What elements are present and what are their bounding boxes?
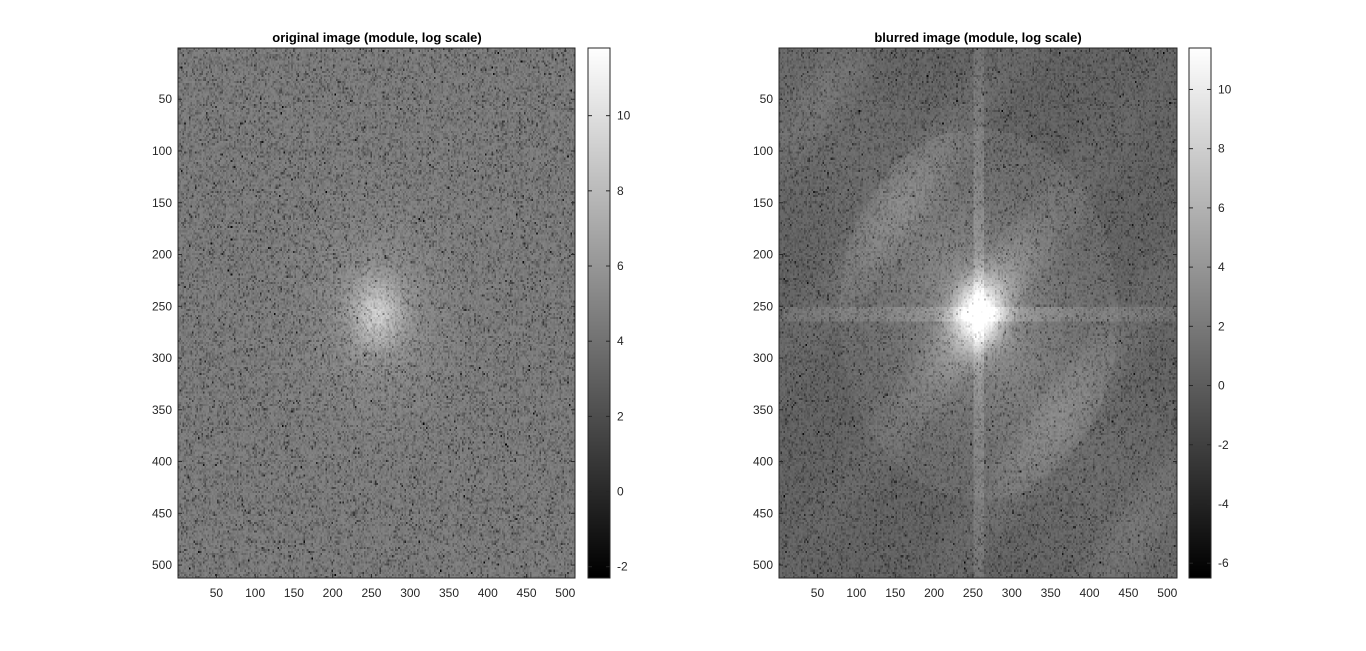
x-tick-label: 50	[210, 586, 224, 600]
colorbar-tick-label: 8	[617, 184, 624, 198]
y-tick-label: 100	[152, 144, 172, 158]
y-tick-label: 350	[152, 403, 172, 417]
panel-original: original image (module, log scale) 50 100…	[152, 30, 631, 600]
y-tick-label: 400	[753, 455, 773, 469]
y-tick-label: 150	[152, 196, 172, 210]
x-tick-label: 100	[846, 586, 866, 600]
y-tick-label: 500	[753, 558, 773, 572]
y-tick-label: 50	[159, 92, 173, 106]
y-tick-label: 350	[753, 403, 773, 417]
colorbar-box	[1188, 47, 1212, 579]
x-tick-label: 250	[963, 586, 983, 600]
colorbar-tick-label: 2	[1218, 319, 1225, 333]
y-tick-label: 150	[753, 196, 773, 210]
colorbar-tick-label: -4	[1218, 497, 1229, 511]
colorbar-tick-label: 4	[617, 334, 624, 348]
y-tick-label: 250	[753, 299, 773, 313]
colorbar-tick-label: 0	[617, 485, 624, 499]
axes-box	[778, 47, 1178, 579]
colorbar-box	[587, 47, 611, 579]
colorbar-tick-label: -6	[1218, 556, 1229, 570]
x-tick-label: 300	[1002, 586, 1022, 600]
x-tick-label: 250	[361, 586, 381, 600]
y-tick-label: 200	[152, 248, 172, 262]
plot-title-original: original image (module, log scale)	[272, 30, 482, 45]
x-tick-label: 350	[1041, 586, 1061, 600]
plot-title-blurred: blurred image (module, log scale)	[874, 30, 1081, 45]
colorbar-gradient	[588, 48, 610, 578]
x-tick-label: 100	[245, 586, 265, 600]
x-tick-label: 300	[400, 586, 420, 600]
heatmap-image	[779, 48, 1177, 578]
colorbar-tick-label: 0	[1218, 379, 1225, 393]
y-tick-label: 300	[753, 351, 773, 365]
colorbar-tick-label: 6	[617, 259, 624, 273]
y-tick-label: 50	[760, 92, 774, 106]
y-tick-label: 400	[152, 455, 172, 469]
x-tick-label: 50	[811, 586, 825, 600]
x-tick-label: 500	[1157, 586, 1177, 600]
y-tick-label: 450	[753, 506, 773, 520]
x-tick-label: 150	[885, 586, 905, 600]
y-tick-label: 300	[152, 351, 172, 365]
x-tick-label: 200	[924, 586, 944, 600]
colorbar-tick-label: -2	[1218, 438, 1229, 452]
colorbar-tick-label: -2	[617, 560, 628, 574]
colorbar-gradient	[1189, 48, 1211, 578]
x-tick-label: 350	[439, 586, 459, 600]
x-tick-label: 150	[284, 586, 304, 600]
x-tick-label: 400	[478, 586, 498, 600]
axes-box	[177, 47, 576, 579]
y-tick-label: 500	[152, 558, 172, 572]
y-tick-label: 100	[753, 144, 773, 158]
colorbar-tick-label: 4	[1218, 260, 1225, 274]
y-tick-label: 200	[753, 248, 773, 262]
x-tick-label: 500	[555, 586, 575, 600]
y-tick-label: 250	[152, 299, 172, 313]
panel-blurred: blurred image (module, log scale) 50 100 1…	[753, 30, 1232, 600]
x-tick-label: 450	[517, 586, 537, 600]
colorbar-tick-label: 10	[617, 109, 631, 123]
x-tick-label: 200	[323, 586, 343, 600]
colorbar-tick-label: 2	[617, 409, 624, 423]
colorbar-tick-label: 10	[1218, 82, 1232, 96]
heatmap-image	[178, 48, 575, 578]
x-tick-label: 400	[1080, 586, 1100, 600]
y-tick-label: 450	[152, 506, 172, 520]
x-tick-label: 450	[1118, 586, 1138, 600]
colorbar-tick-label: 8	[1218, 142, 1225, 156]
colorbar-tick-label: 6	[1218, 201, 1225, 215]
